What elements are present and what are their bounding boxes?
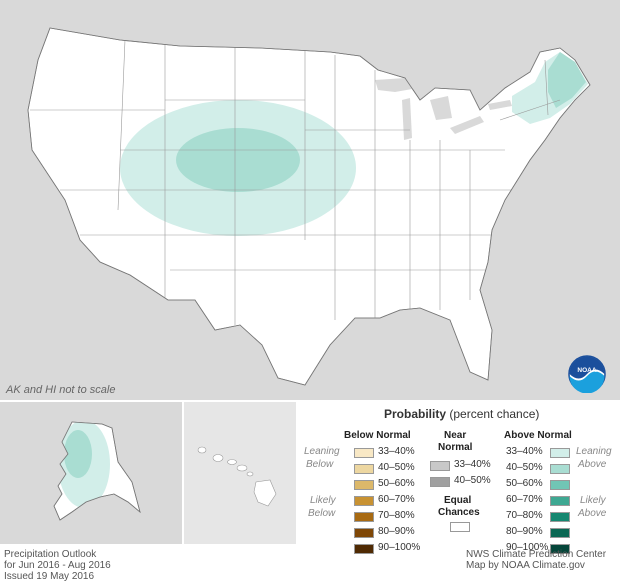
below-likely-label-2: Below	[308, 508, 336, 519]
above-normal-bin-swatch	[550, 512, 570, 522]
equal-chances-label-1: Equal	[444, 495, 472, 506]
lake-michigan	[402, 98, 412, 140]
above-normal-heading: Above Normal	[504, 430, 572, 441]
below-leaning-label-2: Below	[306, 459, 334, 470]
noaa-logo-icon: NOAA	[568, 355, 606, 393]
legend: Probability (percent chance) Below Norma…	[298, 402, 620, 554]
footer-credit-map: Map by NOAA Climate.gov	[466, 560, 585, 571]
above-normal-bin-label: 90–100%	[506, 542, 549, 553]
above-normal-bin-label: 70–80%	[506, 510, 543, 521]
outlook-shading	[120, 52, 588, 236]
below-likely-label-1: Likely	[310, 495, 336, 506]
below-normal-bin-swatch	[354, 512, 374, 522]
hawaii-inset	[184, 402, 296, 544]
below-normal-bin-label: 70–80%	[378, 510, 415, 521]
below-normal-bin-label: 60–70%	[378, 494, 415, 505]
legend-title: Probability (percent chance)	[384, 407, 539, 421]
conus-map: AK and HI not to scale	[0, 0, 620, 400]
great-lakes	[375, 78, 512, 140]
equal-chances-swatch	[450, 522, 470, 532]
footer-issued: Issued 19 May 2016	[4, 571, 95, 582]
legend-title-rest: (percent chance)	[446, 407, 540, 421]
near-normal-bin-swatch	[430, 477, 450, 487]
above-normal-bin-swatch	[550, 448, 570, 458]
above-leaning-label-2: Above	[578, 459, 607, 470]
footer-right: NWS Climate Prediction Center Map by NOA…	[466, 549, 606, 571]
above-normal-bin-swatch	[550, 528, 570, 538]
lake-erie	[450, 116, 484, 134]
state-borders	[30, 39, 561, 325]
above-normal-bin-swatch	[550, 496, 570, 506]
alaska-inset-svg	[53, 421, 141, 521]
footer-left: Precipitation Outlook for Jun 2016 - Aug…	[4, 549, 111, 582]
hawaii-inset-svg	[197, 446, 277, 507]
above-normal-bin-swatch	[550, 544, 570, 554]
below-normal-bin-swatch	[354, 496, 374, 506]
below-normal-bin-label: 50–60%	[378, 478, 415, 489]
scale-note: AK and HI not to scale	[6, 384, 116, 396]
us-outline	[27, 27, 591, 386]
footer-credit-cpc: NWS Climate Prediction Center	[466, 549, 607, 560]
below-normal-bin-label: 90–100%	[378, 542, 421, 553]
near-normal-bin-label: 40–50%	[454, 475, 491, 486]
above-normal-bin-label: 33–40%	[506, 446, 543, 457]
near-normal-bin-swatch	[430, 461, 450, 471]
below-normal-bin-label: 40–50%	[378, 462, 415, 473]
leaning-above-40-50-central-plains	[176, 128, 300, 192]
above-leaning-label-1: Leaning	[576, 446, 612, 457]
above-normal-bin-label: 50–60%	[506, 478, 543, 489]
footer-period: for Jun 2016 - Aug 2016	[4, 560, 111, 571]
leaning-above-40-50-maine	[548, 52, 586, 108]
lake-huron	[430, 96, 452, 120]
above-likely-label-1: Likely	[580, 495, 606, 506]
conus-map-svg	[27, 27, 591, 386]
below-leaning-label-1: Leaning	[304, 446, 340, 457]
below-normal-bin-swatch	[354, 544, 374, 554]
lake-ontario	[488, 100, 512, 110]
below-normal-bin-swatch	[354, 480, 374, 490]
above-normal-bin-swatch	[550, 464, 570, 474]
below-normal-bin-swatch	[354, 528, 374, 538]
legend-title-bold: Probability	[384, 407, 447, 421]
below-normal-bin-label: 80–90%	[378, 526, 415, 537]
noaa-logo-text: NOAA	[577, 367, 596, 374]
near-normal-bin-label: 33–40%	[454, 459, 491, 470]
hawaii-islands	[197, 446, 277, 507]
above-likely-label-2: Above	[578, 508, 607, 519]
alaska-shading	[58, 422, 110, 508]
near-normal-heading-1: Near	[444, 430, 467, 441]
alaska-inset	[0, 402, 182, 544]
equal-chances-label-2: Chances	[438, 507, 480, 518]
above-normal-bin-swatch	[550, 480, 570, 490]
below-normal-bin-label: 33–40%	[378, 446, 415, 457]
below-normal-bin-swatch	[354, 448, 374, 458]
below-normal-bin-swatch	[354, 464, 374, 474]
footer-title: Precipitation Outlook	[4, 549, 97, 560]
below-normal-heading: Below Normal	[344, 430, 411, 441]
above-normal-bin-label: 80–90%	[506, 526, 543, 537]
above-normal-bin-label: 40–50%	[506, 462, 543, 473]
near-normal-heading-2: Normal	[438, 442, 473, 453]
above-normal-bin-label: 60–70%	[506, 494, 543, 505]
